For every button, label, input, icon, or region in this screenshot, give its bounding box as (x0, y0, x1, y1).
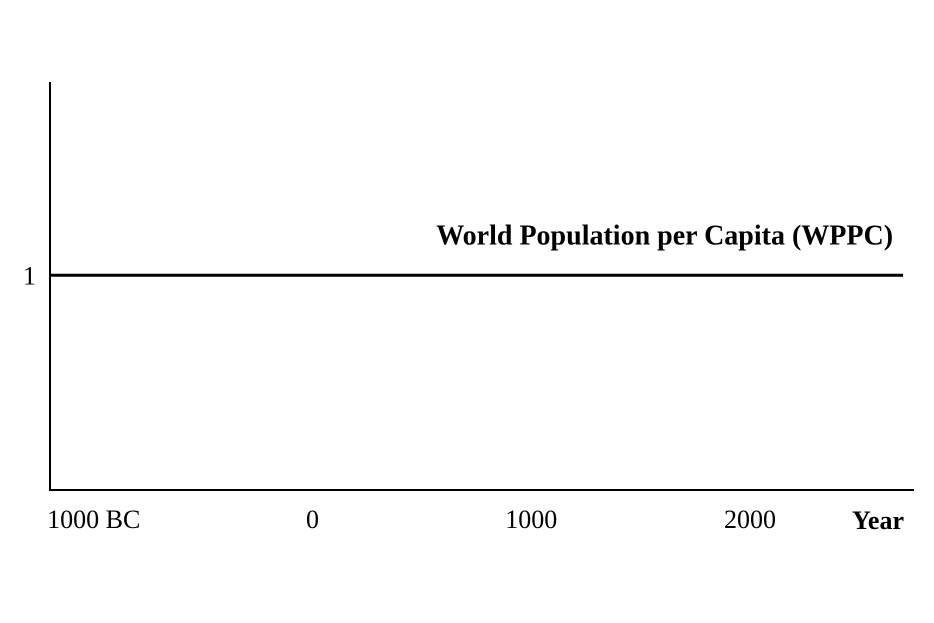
series-layer: World Population per Capita (WPPC) (50, 220, 904, 277)
tick-labels: 1000 BC 0 1000 2000 1 (23, 261, 776, 534)
y-tick-label-0: 1 (23, 261, 36, 290)
x-tick-label-2: 1000 (505, 505, 557, 534)
x-tick-label-0: 1000 BC (47, 505, 140, 534)
x-tick-label-3: 2000 (724, 505, 776, 534)
series-label-0: World Population per Capita (WPPC) (436, 220, 893, 251)
x-tick-label-1: 0 (306, 505, 319, 534)
x-axis-title: Year (852, 506, 904, 535)
